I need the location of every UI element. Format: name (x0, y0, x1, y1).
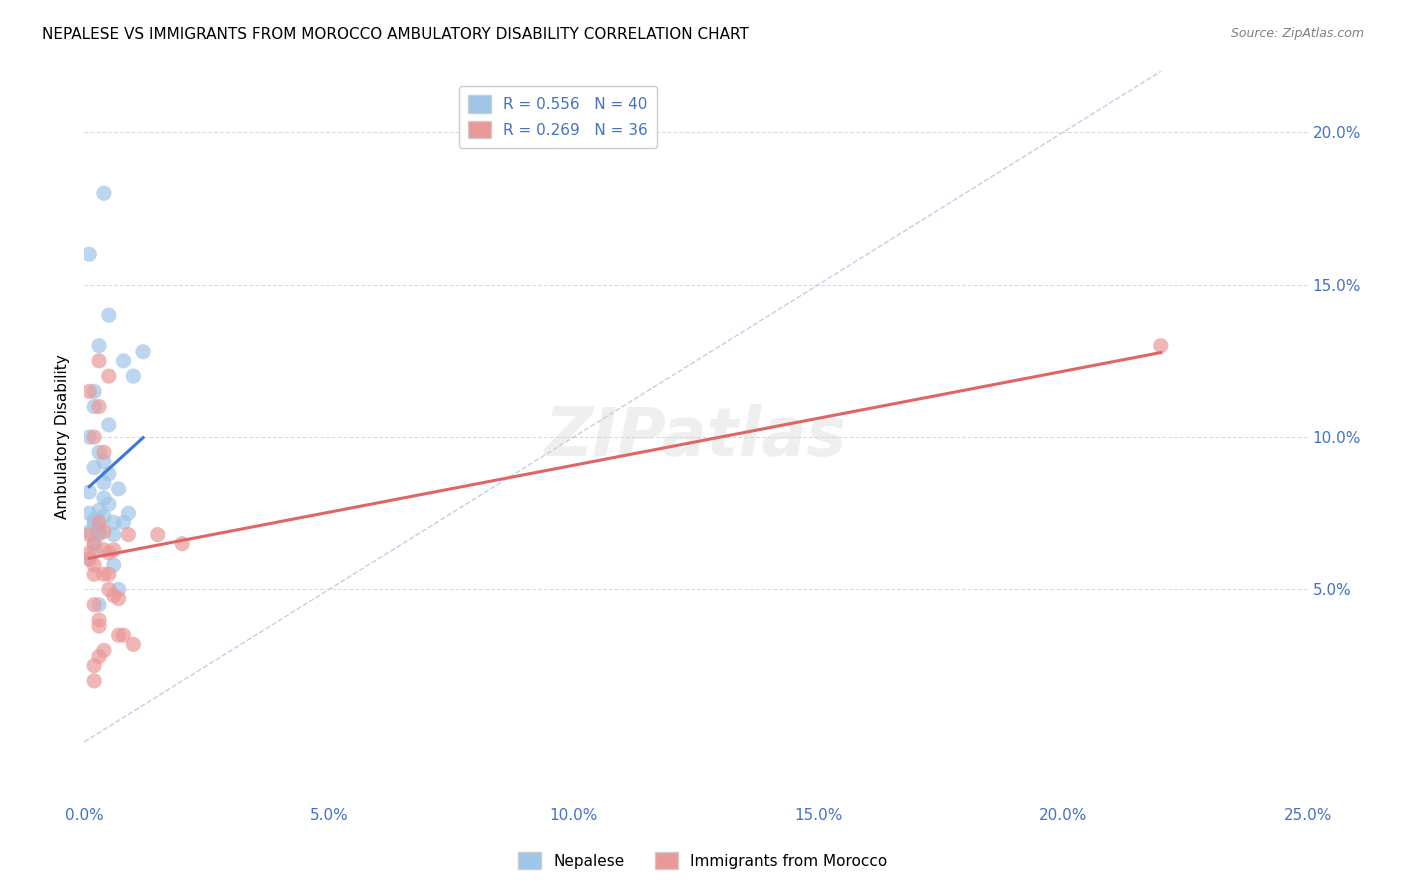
Point (103, 527, 125, 541)
Point (83, 542, 105, 557)
Point (172, 537, 194, 551)
Point (93, 567, 115, 582)
Point (83, 400, 105, 414)
Point (77, 430, 100, 444)
Point (93, 491, 115, 505)
Point (107, 482, 129, 496)
Point (87, 516, 110, 530)
Point (107, 628, 129, 642)
Point (83, 658, 105, 673)
Text: ZIPatlas: ZIPatlas (546, 404, 846, 470)
Point (97, 308, 120, 322)
Point (112, 354, 135, 368)
Point (93, 186, 115, 201)
Point (103, 558, 125, 573)
Point (93, 454, 115, 468)
Point (107, 582, 129, 597)
Point (87, 400, 110, 414)
Point (87, 338, 110, 352)
Point (103, 516, 125, 530)
Point (132, 344, 155, 359)
Point (87, 445, 110, 459)
Point (87, 598, 110, 612)
Point (97, 369, 120, 384)
Point (103, 542, 125, 557)
Point (103, 589, 125, 603)
Point (97, 497, 120, 511)
Point (122, 637, 145, 651)
Point (83, 567, 105, 582)
Point (77, 546, 100, 560)
Point (87, 503, 110, 517)
Point (83, 512, 105, 526)
Point (122, 369, 145, 384)
Point (112, 628, 135, 642)
Point (77, 552, 100, 566)
Point (146, 527, 169, 541)
Legend: R = 0.556   N = 40, R = 0.269   N = 36: R = 0.556 N = 40, R = 0.269 N = 36 (458, 87, 657, 147)
Point (83, 598, 105, 612)
Point (93, 524, 115, 539)
Point (77, 485, 100, 500)
Point (97, 582, 120, 597)
Point (87, 521, 110, 535)
Point (87, 521, 110, 535)
Point (93, 542, 115, 557)
Point (87, 613, 110, 627)
Point (93, 445, 115, 459)
Point (83, 460, 105, 475)
Point (83, 384, 105, 399)
Point (87, 649, 110, 664)
Point (87, 524, 110, 539)
Point (97, 546, 120, 560)
Point (93, 475, 115, 490)
Point (97, 467, 120, 481)
Point (93, 643, 115, 657)
Legend: Nepalese, Immigrants from Morocco: Nepalese, Immigrants from Morocco (512, 846, 894, 875)
Point (77, 506, 100, 520)
Point (77, 247, 100, 261)
Point (77, 552, 100, 566)
Point (97, 417, 120, 432)
Point (77, 524, 100, 539)
Point (117, 527, 139, 541)
Point (87, 527, 110, 541)
Point (112, 516, 135, 530)
Point (83, 673, 105, 688)
Point (107, 591, 129, 606)
Y-axis label: Ambulatory Disability: Ambulatory Disability (55, 355, 70, 519)
Text: Source: ZipAtlas.com: Source: ZipAtlas.com (1230, 27, 1364, 40)
Point (97, 567, 120, 582)
Point (83, 516, 105, 530)
Point (77, 384, 100, 399)
Point (1150, 338, 1173, 352)
Point (93, 509, 115, 524)
Point (87, 619, 110, 633)
Point (83, 430, 105, 444)
Point (117, 506, 139, 520)
Point (83, 558, 105, 573)
Point (77, 527, 100, 541)
Text: NEPALESE VS IMMIGRANTS FROM MOROCCO AMBULATORY DISABILITY CORRELATION CHART: NEPALESE VS IMMIGRANTS FROM MOROCCO AMBU… (42, 27, 749, 42)
Point (83, 537, 105, 551)
Point (83, 537, 105, 551)
Point (87, 354, 110, 368)
